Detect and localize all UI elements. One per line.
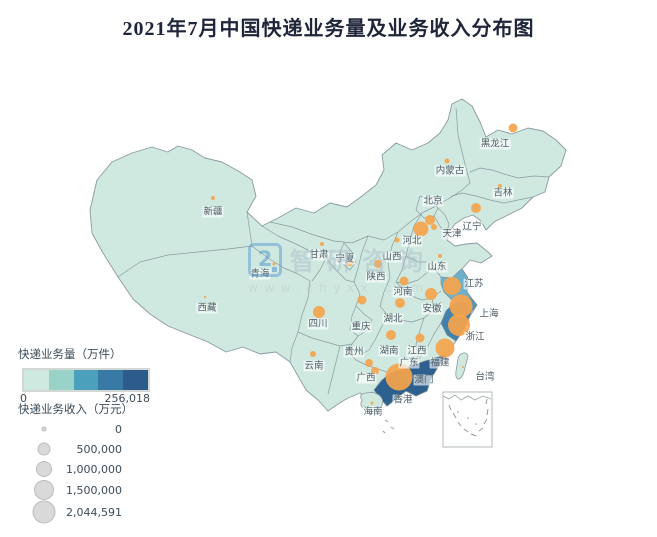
revenue-circle-新疆[interactable] [211,196,215,200]
revenue-circle-河北[interactable] [413,221,429,237]
revenue-circle-天津[interactable] [431,224,437,230]
color-scale-segment [24,370,49,390]
revenue-circle-青海[interactable] [272,262,276,266]
revenue-circle-广东[interactable] [385,363,413,391]
revenue-circle-重庆[interactable] [357,295,367,305]
china-outline[interactable] [89,98,567,412]
size-legend-value: 0 [115,423,122,436]
revenue-circle-福建[interactable] [435,338,455,358]
page-title: 2021年7月中国快递业务量及业务收入分布图 [122,18,535,40]
volume-scale-max: 256,018 [104,392,151,405]
revenue-circle-安徽[interactable] [425,288,437,300]
size-legend-circle [41,426,47,432]
size-legend-circle [37,442,51,456]
revenue-circle-台湾[interactable] [462,366,464,368]
revenue-circle-宁夏[interactable] [347,260,353,266]
revenue-circle-黑龙江[interactable] [508,123,518,133]
revenue-circle-上海[interactable] [449,294,473,318]
revenue-circle-湖南[interactable] [386,330,396,340]
revenue-circle-江苏[interactable] [443,277,461,295]
revenue-circle-江西[interactable] [415,333,425,343]
size-legend-circle [32,500,56,524]
revenue-circle-辽宁[interactable] [471,203,481,213]
color-scale-segment [73,370,99,390]
color-scale-segment [123,370,148,390]
revenue-circle-陕西[interactable] [374,260,382,268]
revenue-circle-吉林[interactable] [498,184,502,188]
revenue-circle-西藏[interactable] [203,295,207,299]
taiwan-island[interactable] [455,352,469,380]
size-legend-value: 1,500,000 [66,484,122,497]
size-legend-circle [34,480,54,500]
revenue-size-legend: 0 500,000 1,000,000 1,500,000 2,044,591 [32,423,123,524]
revenue-circle-海南[interactable] [370,401,374,405]
revenue-circle-山西[interactable] [394,237,400,243]
revenue-circle-云南[interactable] [310,351,316,357]
revenue-circle-北京[interactable] [425,215,435,225]
revenue-circle-山东[interactable] [438,254,442,258]
color-scale-segment [98,370,124,390]
revenue-circle-贵州[interactable] [365,359,373,367]
size-legend-value: 2,044,591 [66,506,122,519]
revenue-circle-广西[interactable] [371,367,379,375]
size-legend-value: 1,000,000 [66,463,122,476]
revenue-circle-河南[interactable] [399,276,409,286]
color-scale-segment [48,370,74,390]
revenue-circle-湖北[interactable] [395,298,405,308]
south-china-sea-inset [442,391,493,448]
volume-legend-title: 快递业务量（万件） [18,347,122,361]
volume-color-scale[interactable] [22,368,150,392]
revenue-circles-layer[interactable] [203,123,518,405]
revenue-circle-内蒙古[interactable] [444,158,450,164]
volume-scale-min: 0 [20,392,27,405]
revenue-circle-四川[interactable] [313,306,325,318]
revenue-legend-title: 快递业务收入（万元） [18,402,133,416]
revenue-circle-甘肃[interactable] [320,242,324,246]
revenue-circle-浙江[interactable] [448,314,470,336]
size-legend-circle [36,461,52,477]
small-islands [382,419,395,434]
size-legend-value: 500,000 [77,443,123,456]
